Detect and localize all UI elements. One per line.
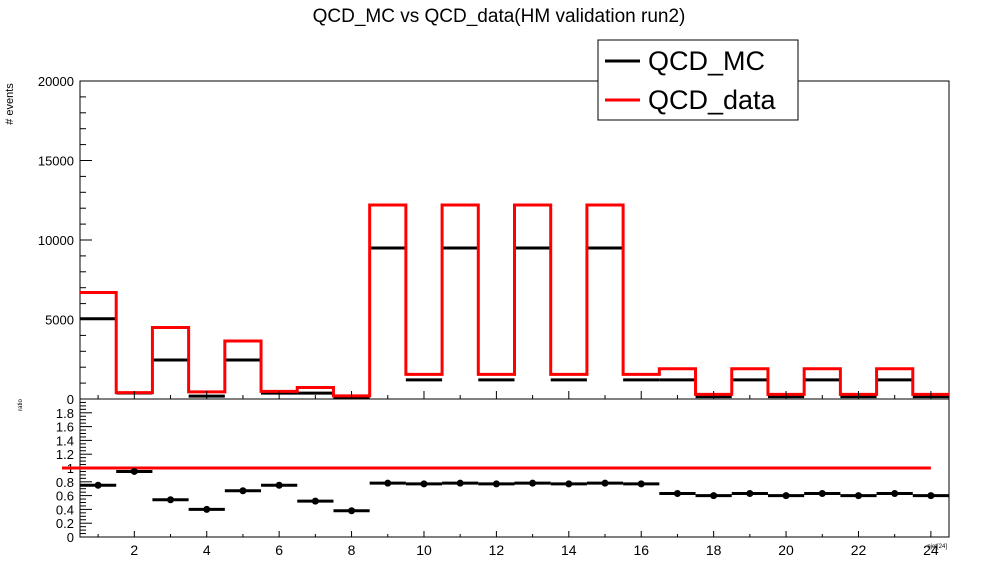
ratio-point [891, 490, 899, 498]
ratio-point [94, 481, 102, 489]
ratio-point [456, 479, 464, 487]
ratio-point [239, 487, 247, 495]
legend-label-qcd-mc: QCD_MC [648, 46, 765, 76]
bottom-y-tick-label: 1.6 [56, 420, 74, 435]
ratio-point [348, 507, 356, 515]
x-tick-label: 16 [633, 542, 649, 558]
legend-box [597, 39, 799, 121]
x-axis-label: njet[24] [927, 544, 947, 550]
ratio-point [492, 480, 500, 488]
ratio-point [275, 481, 283, 489]
ratio-point [710, 492, 718, 500]
top-histograms [80, 203, 949, 400]
top-y-axis-label: # events [4, 83, 16, 125]
bottom-y-axis-label: ratio [18, 399, 24, 411]
ratio-point [854, 492, 862, 500]
chart-title: QCD_MC vs QCD_data(HM validation run2) [313, 6, 686, 27]
ratio-point [927, 492, 935, 500]
qcd-data-histogram [80, 203, 949, 398]
x-tick-label: 14 [561, 542, 577, 558]
top-y-tick-label: 5000 [45, 313, 74, 328]
bottom-y-tick-label: 0.2 [56, 516, 74, 531]
x-tick-label: 6 [275, 542, 283, 558]
ratio-point [637, 480, 645, 488]
legend-label-qcd-data: QCD_data [648, 85, 777, 115]
bottom-y-tick-label: 0 [67, 530, 74, 545]
bottom-y-tick-label: 1.8 [56, 406, 74, 421]
top-y-tick-label: 0 [67, 392, 74, 407]
x-tick-label: 10 [416, 542, 432, 558]
x-tick-label: 4 [203, 542, 211, 558]
x-tick-label: 8 [348, 542, 356, 558]
top-y-axis: 0 5000 10000 15000 20000 [38, 74, 92, 407]
x-tick-label: 18 [706, 542, 722, 558]
x-tick-label: 12 [489, 542, 505, 558]
top-y-tick-label: 15000 [38, 154, 74, 169]
ratio-point [746, 490, 754, 498]
ratio-points [62, 466, 949, 515]
x-tick-label: 22 [851, 542, 867, 558]
ratio-point [311, 497, 319, 505]
ratio-point [673, 490, 681, 498]
x-tick-label: 20 [778, 542, 794, 558]
top-y-tick-label: 20000 [38, 74, 74, 89]
ratio-point [818, 490, 826, 498]
bottom-y-tick-label: 1.4 [56, 433, 74, 448]
ratio-point [529, 479, 537, 487]
bottom-y-tick-label: 0.6 [56, 489, 74, 504]
ratio-point [601, 479, 609, 487]
bottom-y-tick-label: 1.2 [56, 447, 74, 462]
x-tick-label: 24 [923, 542, 939, 558]
ratio-point [782, 492, 790, 500]
bottom-y-axis: 00.20.40.60.811.21.41.61.8 [56, 398, 92, 545]
ratio-point [384, 479, 392, 487]
ratio-point [167, 496, 175, 504]
bottom-y-tick-label: 0.4 [56, 502, 74, 517]
ratio-point [420, 480, 428, 488]
bottom-y-tick-label: 0.8 [56, 475, 74, 490]
x-axis: 2 4 6 8 10 12 14 16 18 20 22 24 [97, 391, 939, 558]
x-tick-label: 2 [130, 542, 138, 558]
top-y-tick-label: 10000 [38, 233, 74, 248]
ratio-point [203, 505, 211, 513]
legend: QCD_MC QCD_data [597, 39, 799, 121]
ratio-point [565, 480, 573, 488]
ratio-point [130, 467, 138, 475]
